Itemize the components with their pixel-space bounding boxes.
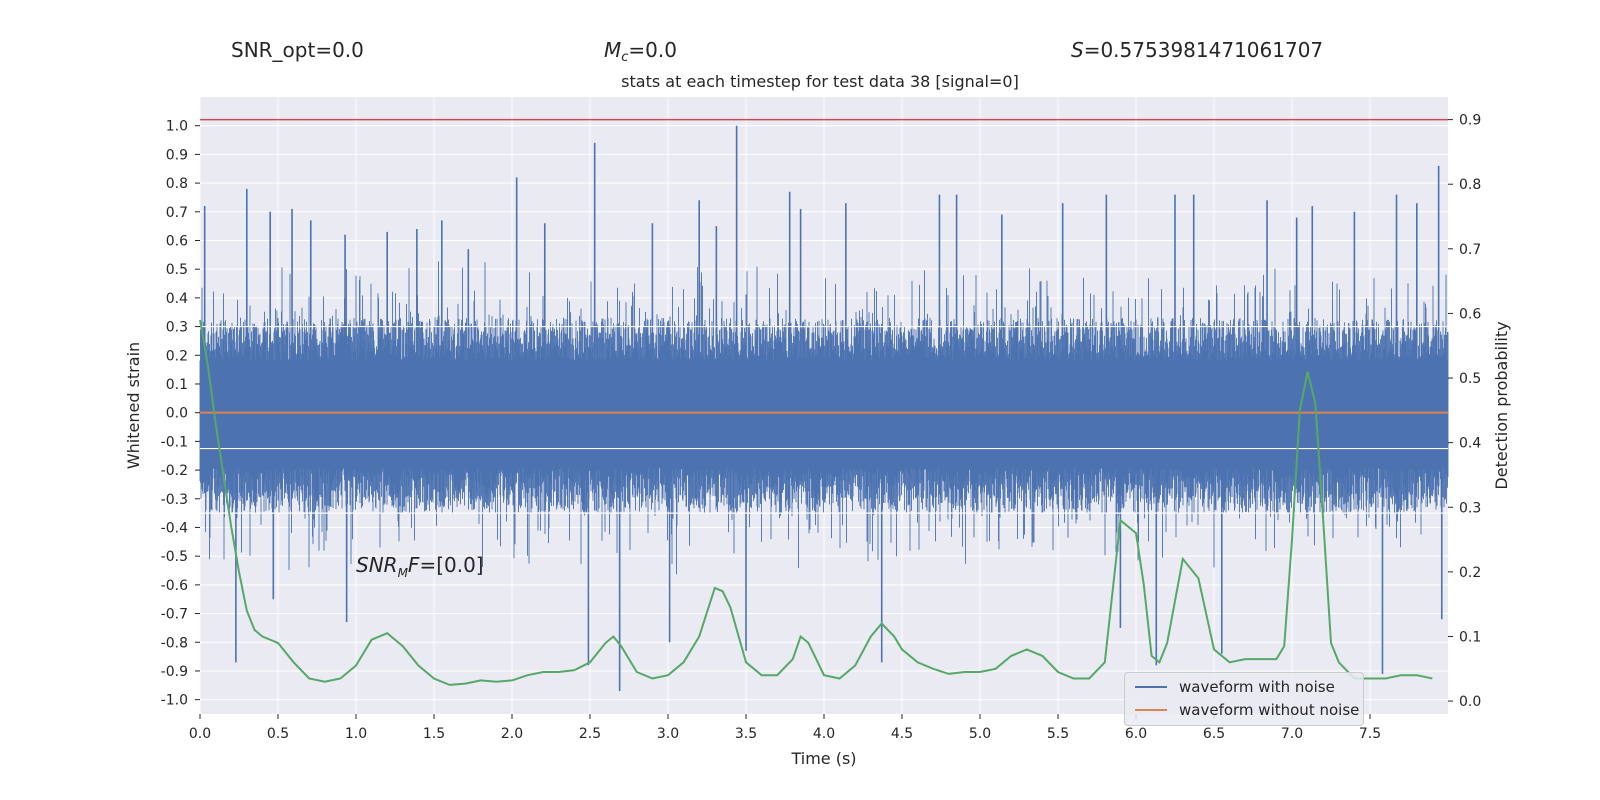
x-tick-label: 3.5 bbox=[735, 726, 757, 742]
y-tick-label: -0.3 bbox=[161, 492, 188, 508]
x-tick-label: 5.5 bbox=[1047, 726, 1069, 742]
series-detection-probability bbox=[199, 319, 1433, 686]
y-tick-label: 0.0 bbox=[166, 406, 188, 422]
x-tick-label: 1.0 bbox=[345, 726, 367, 742]
y2-tick-label: 0.8 bbox=[1459, 177, 1481, 193]
noise-body bbox=[199, 261, 1449, 575]
y2-tick-label: 0.7 bbox=[1459, 242, 1481, 258]
y2-tick-label: 0.0 bbox=[1459, 694, 1481, 710]
s-header: S=0.5753981471061707 bbox=[1071, 38, 1323, 62]
chirp-mass-symbol: M bbox=[604, 38, 622, 62]
x-tick-label: 2.5 bbox=[579, 726, 601, 742]
legend-item-noise: waveform with noise bbox=[1135, 676, 1335, 698]
x-tick-label: 7.0 bbox=[1281, 726, 1303, 742]
y2-tick-label: 0.6 bbox=[1459, 306, 1481, 322]
legend-label-clean: waveform without noise bbox=[1179, 701, 1360, 719]
snr-opt-header: SNR_opt=0.0 bbox=[231, 38, 364, 62]
x-tick-label: 6.0 bbox=[1125, 726, 1147, 742]
legend: waveform with noise waveform without noi… bbox=[1124, 672, 1364, 726]
y2-tick-label: 0.9 bbox=[1459, 113, 1481, 129]
y-tick-label: -1.0 bbox=[161, 693, 188, 709]
y-tick-label: -0.2 bbox=[161, 463, 188, 479]
y-tick-label: 0.6 bbox=[166, 233, 188, 249]
y-tick-label: 1.0 bbox=[166, 119, 188, 135]
y-tick-label: -0.6 bbox=[161, 578, 188, 594]
legend-swatch-clean bbox=[1135, 709, 1167, 711]
legend-item-clean: waveform without noise bbox=[1135, 699, 1359, 721]
y2-tick-label: 0.3 bbox=[1459, 500, 1481, 516]
snr-mf-mid: F bbox=[407, 553, 420, 577]
y-tick-label: 0.8 bbox=[166, 176, 188, 192]
y-tick-label: -0.5 bbox=[161, 549, 188, 565]
y-tick-label: 0.3 bbox=[166, 320, 188, 336]
snr-mf-symbol: SNR bbox=[356, 553, 398, 577]
y-tick-label: -0.8 bbox=[161, 635, 188, 651]
y-tick-label: 0.7 bbox=[166, 205, 188, 221]
chirp-mass-header: Mc=0.0 bbox=[604, 38, 677, 65]
overlay-lines bbox=[199, 118, 1448, 686]
y-tick-label: -0.9 bbox=[161, 664, 188, 680]
axis-ticks: 0.0 0.5 1.0 1.5 2.0 2.5 3.0 3.5 4.0 4.5 5.0 5.5 6.0 6… bbox=[161, 113, 1482, 742]
chirp-mass-value: =0.0 bbox=[628, 38, 677, 62]
y2-tick-label: 0.4 bbox=[1459, 436, 1481, 452]
y2-tick-label: 0.5 bbox=[1459, 371, 1481, 387]
y-tick-label: -0.7 bbox=[161, 607, 188, 623]
y-tick-label: 0.5 bbox=[166, 262, 188, 278]
legend-swatch-noise bbox=[1135, 686, 1167, 688]
y-tick-label: 0.4 bbox=[166, 291, 188, 307]
chirp-mass-subscript: c bbox=[621, 50, 629, 65]
y-tick-label: 0.1 bbox=[166, 377, 188, 393]
x-tick-label: 4.5 bbox=[891, 726, 913, 742]
legend-label-noise: waveform with noise bbox=[1179, 678, 1335, 696]
x-tick-label: 2.0 bbox=[501, 726, 523, 742]
s-symbol: S bbox=[1071, 38, 1084, 62]
y-tick-label: -0.4 bbox=[161, 520, 188, 536]
chart-title: stats at each timestep for test data 38 … bbox=[621, 72, 1019, 91]
series-waveform-with-noise bbox=[199, 125, 1449, 692]
y-tick-label: 0.2 bbox=[166, 348, 188, 364]
x-tick-label: 0.5 bbox=[267, 726, 289, 742]
y-tick-label: 0.9 bbox=[166, 147, 188, 163]
snr-mf-value: =[0.0] bbox=[419, 553, 484, 577]
y-axis-label: Whitened strain bbox=[124, 342, 143, 469]
x-tick-label: 4.0 bbox=[813, 726, 835, 742]
y-tick-label: -0.1 bbox=[161, 434, 188, 450]
x-tick-label: 6.5 bbox=[1203, 726, 1225, 742]
snr-mf-annotation: SNRMF=[0.0] bbox=[356, 553, 484, 580]
snr-mf-subscript: M bbox=[397, 566, 408, 580]
x-tick-label: 5.0 bbox=[969, 726, 991, 742]
y2-axis-label: Detection probability bbox=[1492, 321, 1511, 489]
x-tick-label: 0.0 bbox=[189, 726, 211, 742]
x-axis-label: Time (s) bbox=[790, 749, 856, 768]
x-tick-label: 7.5 bbox=[1359, 726, 1381, 742]
x-tick-label: 1.5 bbox=[423, 726, 445, 742]
y2-tick-label: 0.2 bbox=[1459, 565, 1481, 581]
y2-tick-label: 0.1 bbox=[1459, 629, 1481, 645]
s-value: =0.5753981471061707 bbox=[1083, 38, 1324, 62]
x-tick-label: 3.0 bbox=[657, 726, 679, 742]
